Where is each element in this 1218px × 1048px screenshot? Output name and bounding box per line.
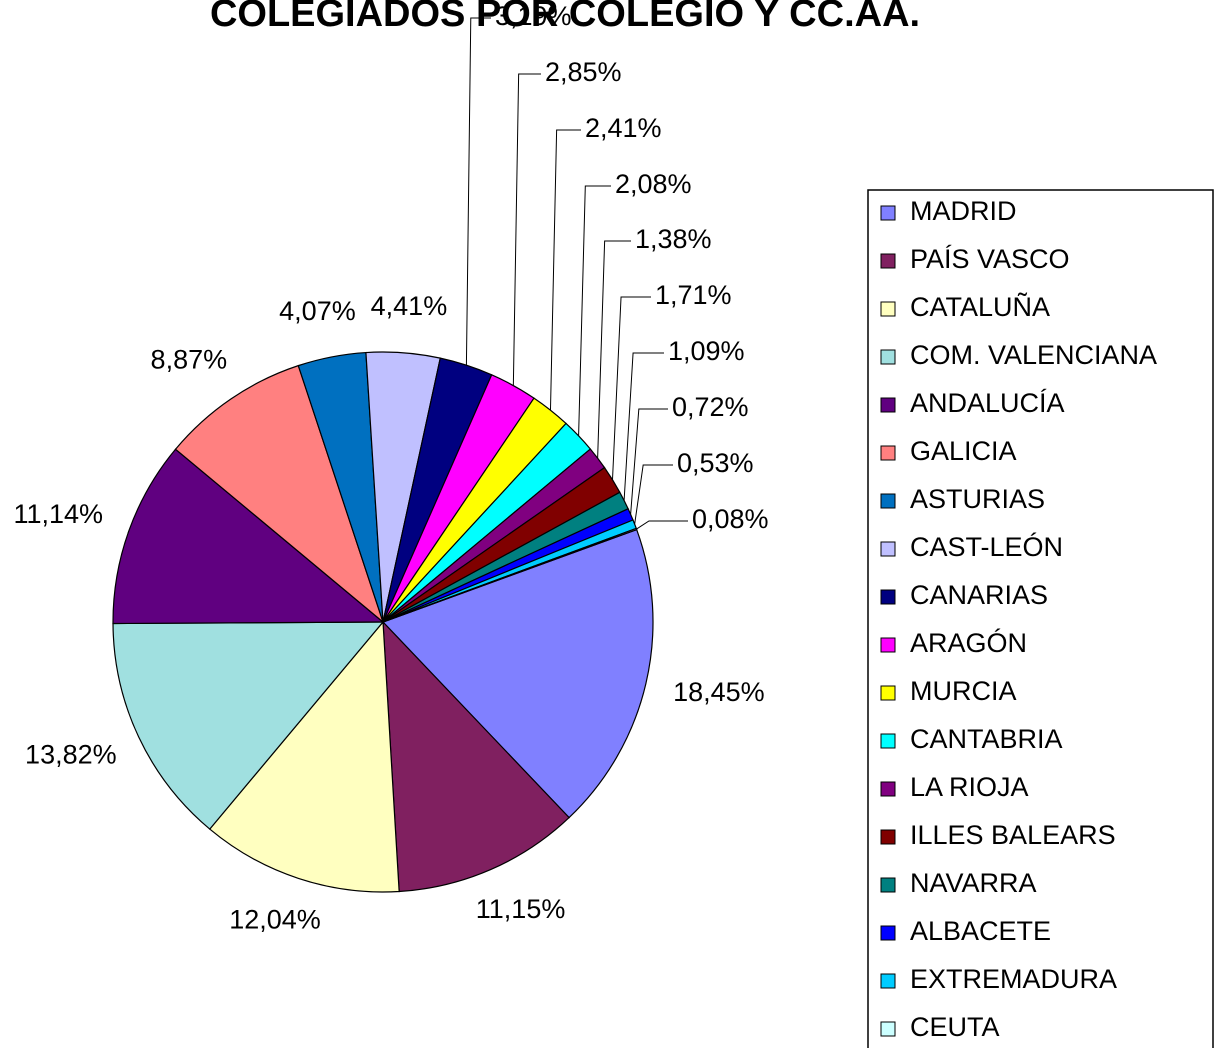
legend-swatch xyxy=(880,349,896,365)
pie-slice xyxy=(382,620,570,893)
legend-label: PAÍS VASCO xyxy=(910,244,1070,274)
legend-swatch xyxy=(880,733,896,749)
leader-line xyxy=(623,352,664,501)
data-label: 4,41% xyxy=(371,291,448,321)
legend-label: CANTABRIA xyxy=(910,724,1063,754)
legend-label: COM. VALENCIANA xyxy=(910,340,1157,370)
leader-line xyxy=(512,73,541,386)
legend-label: ANDALUCÍA xyxy=(910,388,1065,418)
data-label: 3,19% xyxy=(495,1,572,31)
legend-box xyxy=(867,189,1214,1048)
legend-label: CANARIAS xyxy=(910,580,1048,610)
legend-label: MURCIA xyxy=(910,676,1017,706)
pie-slice xyxy=(174,364,385,624)
legend-swatch xyxy=(880,253,896,269)
data-label: 1,38% xyxy=(635,224,712,254)
legend-swatch xyxy=(880,925,896,941)
pie-slice xyxy=(208,620,400,893)
legend-swatch xyxy=(880,781,896,797)
data-label: 11,14% xyxy=(13,499,103,529)
legend-label: ILLES BALEARS xyxy=(910,820,1116,850)
leader-line xyxy=(636,520,688,530)
leader-line xyxy=(465,17,491,366)
data-label: 12,04% xyxy=(229,904,321,934)
data-label: 2,41% xyxy=(585,113,662,143)
legend-label: CAST-LEÓN xyxy=(910,531,1063,562)
data-label: 0,72% xyxy=(672,392,749,422)
legend-label: NAVARRA xyxy=(910,868,1037,898)
legend-swatch xyxy=(880,301,896,317)
leader-line xyxy=(597,240,631,459)
leader-line xyxy=(578,185,611,436)
legend-swatch xyxy=(880,589,896,605)
legend-swatch xyxy=(880,493,896,509)
pie-slice xyxy=(112,621,385,830)
data-label: 8,87% xyxy=(151,345,228,375)
legend-swatch xyxy=(880,637,896,653)
legend-swatch xyxy=(880,973,896,989)
legend-swatch xyxy=(880,877,896,893)
legend-swatch xyxy=(880,205,896,221)
leader-line xyxy=(611,296,651,480)
data-label: 11,15% xyxy=(476,894,566,924)
legend-label: CEUTA xyxy=(910,1012,1000,1042)
data-label: 4,07% xyxy=(279,296,356,326)
data-label: 2,85% xyxy=(545,57,622,87)
legend-swatch xyxy=(880,541,896,557)
legend-label: EXTREMADURA xyxy=(910,964,1117,994)
data-label: 13,82% xyxy=(25,739,117,769)
legend-swatch xyxy=(880,397,896,413)
data-label: 1,09% xyxy=(668,336,745,366)
legend-label: GALICIA xyxy=(910,436,1017,466)
data-label: 18,45% xyxy=(673,677,765,707)
data-label: 0,08% xyxy=(692,504,769,534)
legend-label: ALBACETE xyxy=(910,916,1051,946)
legend-swatch xyxy=(880,445,896,461)
legend-label: CATALUÑA xyxy=(910,291,1050,322)
legend-label: ASTURIAS xyxy=(910,484,1045,514)
pie-slice xyxy=(112,448,385,625)
legend-label: MADRID xyxy=(910,196,1017,226)
legend-swatch xyxy=(880,1021,896,1037)
data-label: 0,53% xyxy=(677,448,754,478)
legend-swatch xyxy=(880,685,896,701)
legend-label: ARAGÓN xyxy=(910,627,1027,658)
leader-line xyxy=(630,408,668,515)
leader-line xyxy=(634,464,673,525)
legend-label: LA RIOJA xyxy=(910,772,1029,802)
legend-swatch xyxy=(880,829,896,845)
pie-slice xyxy=(381,528,654,819)
data-label: 1,71% xyxy=(655,280,732,310)
leader-line xyxy=(549,129,581,411)
data-label: 2,08% xyxy=(615,169,692,199)
chart-title: COLEGIADOS POR COLEGIO Y CC.AA. xyxy=(210,0,920,35)
